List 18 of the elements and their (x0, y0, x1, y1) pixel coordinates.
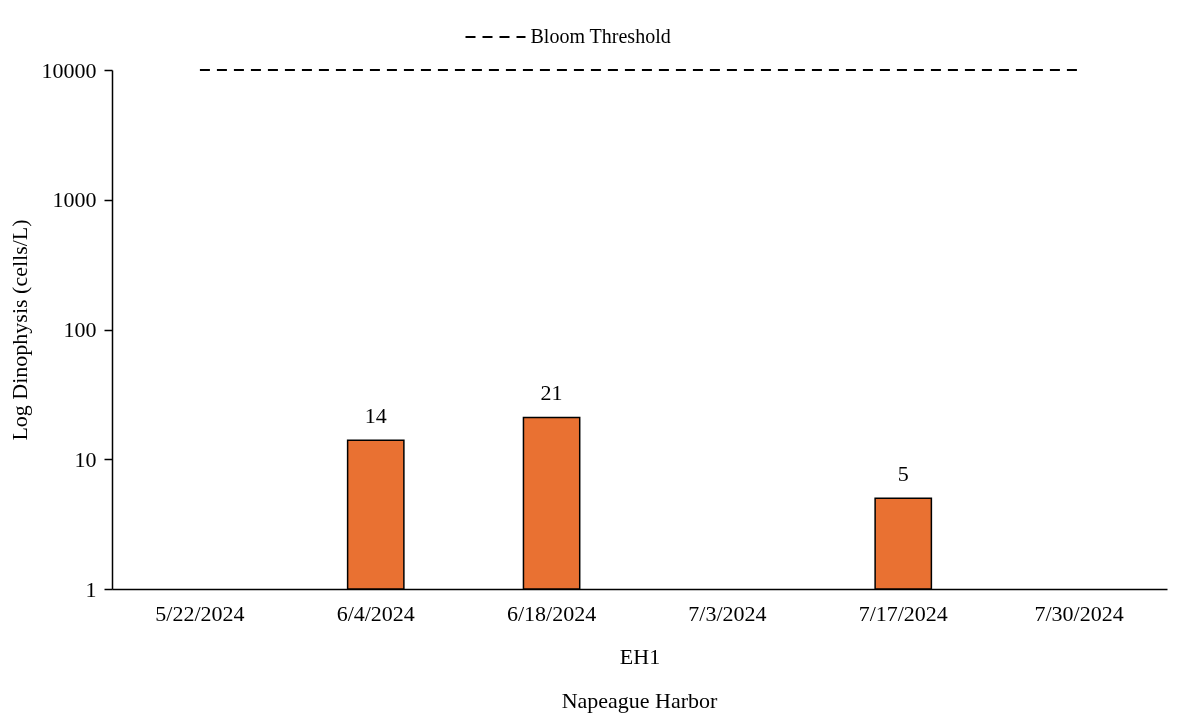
x-tick-label: 7/30/2024 (1034, 600, 1124, 626)
x-tick-label: 5/22/2024 (155, 600, 245, 626)
legend-label: Bloom Threshold (530, 25, 671, 47)
y-tick-label: 100 (63, 317, 97, 342)
y-axis-title: Log Dinophysis (cells/L) (6, 219, 32, 441)
x-tick-label: 7/17/2024 (858, 600, 948, 626)
x-tick-label: 6/4/2024 (336, 600, 415, 626)
text: Napeague Harbor (561, 688, 719, 713)
x-tick-label: 6/18/2024 (506, 600, 597, 626)
data-label: 21 (540, 380, 563, 406)
y-tick-label: 10000 (41, 57, 97, 83)
y-tick-label: 1 (85, 576, 97, 602)
y-tick-label: 10 (74, 446, 97, 472)
data-label: 14 (364, 403, 387, 429)
y-tick-label: 1000 (52, 187, 97, 213)
x-tick-label: 7/3/2024 (688, 600, 767, 626)
x-axis-title: EH1 (619, 643, 661, 669)
data-label: 5 (897, 461, 909, 487)
